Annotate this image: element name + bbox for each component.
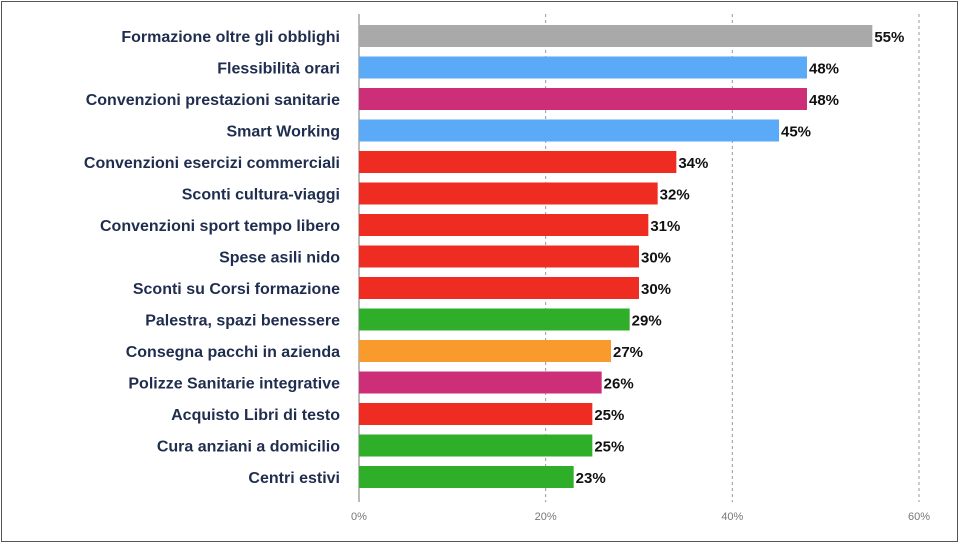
category-label-6: Sconti cultura-viaggi [182,187,340,204]
x-tick-label-0: 0% [351,511,367,523]
category-label-11: Consegna pacchi in azienda [126,344,340,361]
category-label-8: Spese asili nido [219,250,340,267]
bar-15 [359,466,574,488]
x-tick-label-20: 20% [535,511,557,523]
bar-14 [359,434,593,457]
bar-6 [359,182,658,205]
value-label-11: 27% [613,344,643,361]
category-label-9: Sconti su Corsi formazione [133,281,340,298]
category-label-5: Convenzioni esercizi commerciali [84,155,340,172]
value-label-3: 48% [809,92,839,109]
category-label-10: Palestra, spazi benessere [145,313,340,330]
bar-12 [359,371,602,394]
value-label-7: 31% [650,218,680,235]
bar-9 [359,277,639,299]
value-label-2: 48% [809,61,839,78]
bar-1 [359,25,873,47]
category-label-13: Acquisto Libri di testo [171,407,340,424]
value-label-6: 32% [660,187,690,204]
category-label-3: Convenzioni prestazioni sanitarie [86,92,340,109]
value-label-4: 45% [781,124,811,141]
category-label-2: Flessibilità orari [217,61,340,78]
category-label-1: Formazione oltre gli obblighi [121,29,340,46]
bar-5 [359,151,677,173]
value-label-8: 30% [641,250,671,267]
bar-11 [359,340,611,362]
bar-7 [359,214,649,236]
value-label-9: 30% [641,281,671,298]
bar-2 [359,56,807,79]
category-label-7: Convenzioni sport tempo libero [100,218,340,235]
x-tick-label-60: 60% [908,511,930,523]
bar-10 [359,308,630,331]
value-label-5: 34% [678,155,708,172]
category-label-14: Cura anziani a domicilio [157,439,340,456]
category-label-15: Centri estivi [248,470,340,487]
value-label-15: 23% [576,470,606,487]
value-label-14: 25% [594,439,624,456]
value-label-12: 26% [604,376,634,393]
value-label-1: 55% [874,29,904,46]
bar-13 [359,403,593,425]
value-label-13: 25% [594,407,624,424]
bar-4 [359,119,779,142]
category-label-4: Smart Working [227,124,341,141]
bar-3 [359,88,807,110]
x-tick-label-40: 40% [721,511,743,523]
value-label-10: 29% [632,313,662,330]
bar-8 [359,245,639,268]
category-label-12: Polizze Sanitarie integrative [128,376,340,393]
